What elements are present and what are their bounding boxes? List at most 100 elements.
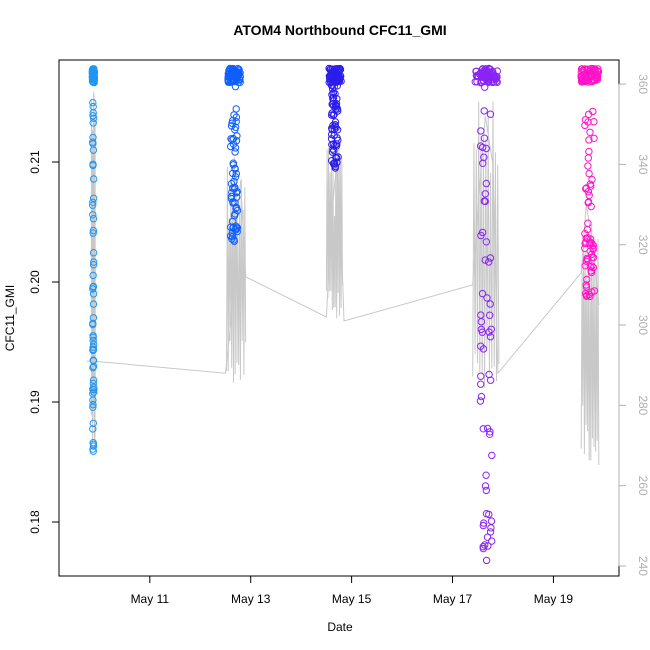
data-point	[488, 451, 496, 460]
data-point	[590, 118, 598, 126]
data-point	[90, 383, 98, 391]
data-point	[89, 201, 97, 209]
data-point	[89, 442, 98, 450]
y-tick-label: 0.18	[28, 510, 42, 534]
data-point	[230, 111, 238, 119]
chart-title: ATOM4 Northbound CFC11_GMI	[233, 22, 446, 38]
data-point	[228, 136, 236, 144]
data-point	[231, 144, 240, 152]
data-point	[89, 376, 98, 384]
data-point	[331, 89, 339, 98]
data-point	[581, 121, 589, 130]
data-point	[89, 249, 98, 257]
data-point	[326, 65, 335, 73]
data-point	[478, 328, 486, 336]
data-point	[329, 94, 337, 102]
data-point	[581, 230, 589, 238]
data-point	[591, 66, 599, 75]
data-point	[89, 363, 97, 372]
data-point	[482, 471, 490, 479]
data-point	[480, 107, 488, 115]
data-point	[481, 190, 489, 198]
data-point	[232, 204, 240, 213]
data-point	[589, 241, 597, 250]
data-point	[229, 198, 237, 206]
x-tick-label: May 19	[534, 592, 574, 606]
data-point	[89, 215, 98, 223]
data-point	[478, 289, 487, 298]
data-point	[333, 82, 341, 90]
data-point	[586, 263, 594, 271]
data-point	[89, 400, 97, 409]
data-point	[583, 275, 591, 284]
series-flight-1	[88, 65, 99, 455]
y2-tick-label: 340	[636, 154, 650, 174]
data-point	[331, 101, 340, 109]
data-point	[587, 202, 595, 211]
data-point	[89, 261, 98, 269]
data-point	[89, 140, 97, 148]
data-point	[479, 345, 488, 353]
data-point	[89, 419, 98, 427]
data-point	[584, 162, 592, 170]
data-point	[334, 136, 342, 145]
data-point	[477, 380, 485, 388]
data-point	[327, 72, 335, 81]
data-point	[89, 160, 97, 169]
data-point	[488, 537, 496, 545]
x-tick-label: May 15	[332, 592, 372, 606]
overlay-spikes-3	[325, 140, 343, 318]
data-point	[480, 67, 489, 75]
data-point	[478, 228, 487, 237]
y2-tick-label: 260	[636, 476, 650, 496]
data-point	[89, 343, 98, 351]
y2-tick-label: 300	[636, 315, 650, 335]
data-point	[588, 175, 596, 184]
data-point	[334, 74, 342, 82]
data-point	[481, 482, 490, 490]
data-point	[89, 403, 97, 411]
data-point	[224, 76, 232, 85]
data-point	[476, 142, 485, 150]
data-point	[483, 533, 492, 541]
data-point	[593, 72, 602, 80]
data-point	[486, 311, 494, 319]
data-point	[486, 528, 495, 536]
data-point	[90, 114, 98, 123]
data-point	[328, 109, 336, 117]
data-point	[485, 258, 493, 266]
data-point	[89, 271, 97, 280]
data-point	[477, 311, 485, 319]
data-point	[578, 75, 586, 84]
data-point	[328, 157, 336, 165]
data-point	[232, 118, 240, 126]
data-point	[588, 288, 596, 296]
data-point	[477, 127, 485, 135]
data-point	[480, 153, 488, 161]
data-point	[89, 211, 97, 219]
data-point	[226, 69, 234, 77]
data-point	[482, 179, 490, 188]
data-point	[332, 65, 341, 73]
x-tick-label: May 13	[231, 592, 271, 606]
data-point	[480, 519, 488, 527]
data-point	[332, 124, 340, 132]
data-point	[235, 65, 243, 74]
data-point	[485, 430, 494, 438]
data-point	[231, 82, 240, 91]
data-point	[227, 135, 235, 143]
series-flight-5	[577, 64, 603, 301]
data-point	[89, 119, 97, 127]
axes-layer: May 11 May 13 May 15 May 17 May 19 0.18 0.19 0.…	[28, 74, 650, 606]
data-point	[228, 235, 236, 243]
data-point	[230, 185, 239, 193]
data-point	[328, 148, 337, 156]
data-point	[90, 175, 98, 183]
data-point	[582, 283, 591, 291]
data-point	[584, 219, 592, 227]
data-point	[484, 542, 492, 550]
data-point	[485, 370, 493, 379]
data-point	[329, 140, 338, 148]
data-point	[585, 147, 593, 156]
overlay-line-layer	[86, 91, 600, 466]
